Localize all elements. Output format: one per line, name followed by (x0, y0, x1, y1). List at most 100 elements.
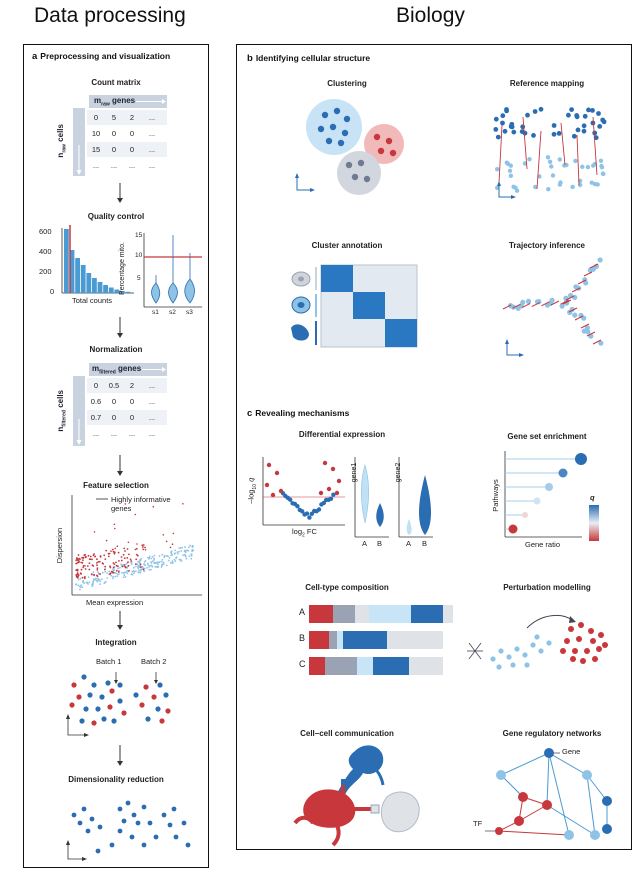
composition-segment (309, 605, 333, 623)
batch2-label: Batch 2 (141, 657, 167, 666)
trajectory-arrow (574, 315, 584, 321)
query-point (508, 173, 514, 178)
gene2-label: gene2 (395, 462, 403, 483)
feature-point-informative (120, 559, 123, 562)
volcano-point (295, 504, 300, 509)
histogram-bar (125, 291, 131, 293)
feature-point (80, 586, 82, 588)
feature-point (138, 566, 141, 568)
feature-point (148, 555, 151, 558)
gsea-point (558, 468, 568, 478)
feature-point (103, 582, 106, 584)
grn-node (590, 830, 600, 840)
feature-point-informative (117, 565, 119, 568)
feature-point (154, 565, 157, 568)
trajectory-point (549, 297, 555, 303)
feature-point-informative (135, 553, 138, 556)
norm-matrix-cell: 2 (129, 381, 135, 390)
feature-point-informative (79, 558, 81, 560)
panel-a-graphics (61, 95, 202, 861)
histogram-bar (108, 287, 114, 293)
feature-point-informative (112, 562, 115, 564)
cluster-point (343, 115, 351, 123)
volcano-point-significant (278, 488, 284, 494)
feature-point-informative (111, 548, 114, 551)
feature-point-informative (93, 574, 95, 577)
violin-ytick-5: 5 (137, 275, 141, 282)
feature-point (137, 564, 140, 567)
dim-point (97, 824, 103, 830)
volcano-point-significant (334, 490, 340, 496)
feature-point (190, 553, 193, 556)
feature-point (192, 544, 194, 547)
count-matrix-cell: ... (148, 161, 156, 170)
reference-point (569, 107, 574, 112)
perturbation-modelling-title: Perturbation modelling (503, 583, 591, 592)
trajectory-point (510, 304, 516, 310)
grn-nodes (495, 748, 612, 840)
reference-point (520, 124, 526, 130)
feature-point-informative (115, 569, 118, 572)
feature-point-informative (82, 559, 84, 561)
query-point (557, 157, 562, 162)
feature-point (113, 569, 116, 572)
feature-point (118, 573, 120, 575)
volcano-point (321, 500, 326, 506)
feature-point (77, 578, 80, 581)
feature-point-informative (88, 568, 91, 571)
count-matrix-cell: ... (110, 161, 118, 170)
grn-gene-label: Gene (562, 747, 581, 756)
feature-point (80, 584, 82, 587)
unperturbed-point (506, 654, 512, 660)
dim-point (77, 820, 83, 826)
dim-point (85, 828, 91, 834)
count-matrix-cell: ... (148, 113, 156, 122)
gsea-point (533, 497, 541, 505)
feature-point (168, 557, 171, 559)
integration-point (83, 706, 89, 712)
feature-point (153, 554, 156, 557)
cluster-point (325, 137, 333, 145)
trajectory-arrow (550, 300, 560, 306)
normalization-title: Normalization (89, 345, 143, 354)
histogram-bar (114, 289, 120, 293)
feature-point-informative (94, 555, 96, 558)
feature-point-informative (112, 571, 115, 574)
grn-node (602, 824, 612, 834)
query-point (585, 164, 591, 170)
feature-point-informative (117, 551, 120, 554)
feature-point-informative (110, 550, 112, 552)
feature-selection-title: Feature selection (83, 481, 149, 490)
feature-point (188, 546, 190, 549)
feature-point (96, 579, 98, 582)
feature-point-informative (76, 561, 79, 564)
feature-point (101, 578, 103, 580)
query-point (505, 161, 511, 166)
query-point (549, 164, 554, 169)
reference-point (597, 124, 603, 129)
feature-point-informative (81, 576, 84, 579)
volcano-point (307, 515, 312, 520)
feature-point-informative (79, 572, 82, 575)
trajectory-point (585, 329, 591, 335)
feature-point-informative (117, 571, 120, 573)
reference-point (493, 116, 499, 122)
mapping-link (522, 116, 528, 170)
integration-point (145, 716, 151, 722)
feature-point-informative (120, 556, 123, 558)
query-point (595, 182, 600, 187)
feature-point (123, 574, 126, 577)
hist-xlabel: Total counts (72, 296, 113, 305)
trajectory-point (584, 325, 590, 331)
trajectory-point (598, 340, 604, 346)
reference-point (592, 130, 598, 136)
feature-point-informative (114, 547, 116, 550)
trajectory-arrow (571, 287, 581, 293)
count-matrix-cell: 2 (129, 113, 135, 122)
dim-point (95, 848, 101, 854)
unperturbed-point (534, 634, 540, 640)
feature-point (190, 557, 193, 560)
cluster-point (377, 147, 385, 155)
integration-point (69, 702, 75, 708)
violin-xtick-s2: s2 (169, 309, 176, 316)
